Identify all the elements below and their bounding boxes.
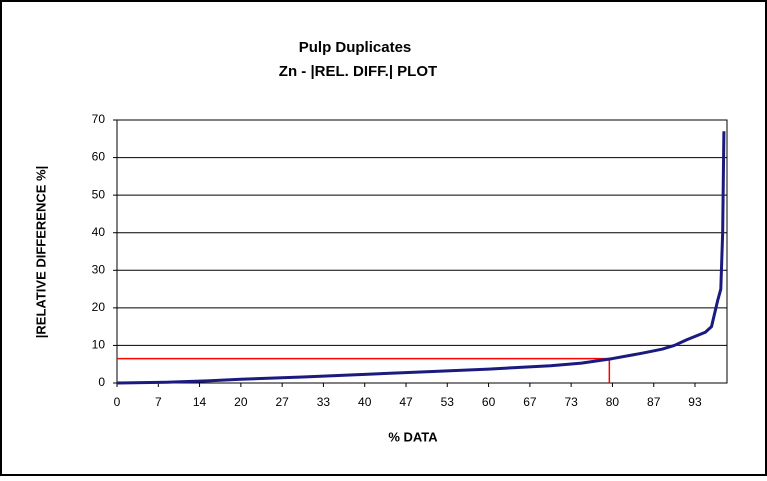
x-tick-label: 53 (441, 395, 455, 409)
chart-subtitle: Zn - |REL. DIFF.| PLOT (279, 63, 437, 80)
y-tick-label: 60 (92, 150, 106, 164)
x-tick-label: 20 (234, 395, 248, 409)
chart-title: Pulp Duplicates (299, 39, 412, 56)
y-tick-label: 30 (92, 262, 106, 276)
y-tick-label: 40 (92, 225, 106, 239)
y-tick-label: 0 (98, 375, 105, 389)
x-tick-label: 40 (358, 395, 372, 409)
x-tick-label: 73 (564, 395, 578, 409)
x-tick-label: 33 (317, 395, 331, 409)
x-tick-label: 0 (114, 395, 121, 409)
x-tick-label: 47 (399, 395, 413, 409)
x-tick-label: 93 (688, 395, 702, 409)
y-tick-label: 50 (92, 187, 106, 201)
x-axis-title: % DATA (388, 429, 438, 444)
y-axis-title: |RELATIVE DIFFERENCE %| (33, 166, 48, 338)
x-tick-label: 87 (647, 395, 661, 409)
y-tick-label: 20 (92, 300, 106, 314)
x-tick-label: 67 (523, 395, 537, 409)
x-tick-label: 80 (606, 395, 620, 409)
y-tick-label: 70 (92, 112, 106, 126)
x-tick-label: 60 (482, 395, 496, 409)
data-line (116, 131, 726, 385)
x-tick-label: 27 (275, 395, 289, 409)
plot-border (116, 119, 728, 384)
y-tick-label: 10 (92, 338, 106, 352)
x-tick-label: 7 (155, 395, 162, 409)
x-tick-label: 14 (193, 395, 207, 409)
